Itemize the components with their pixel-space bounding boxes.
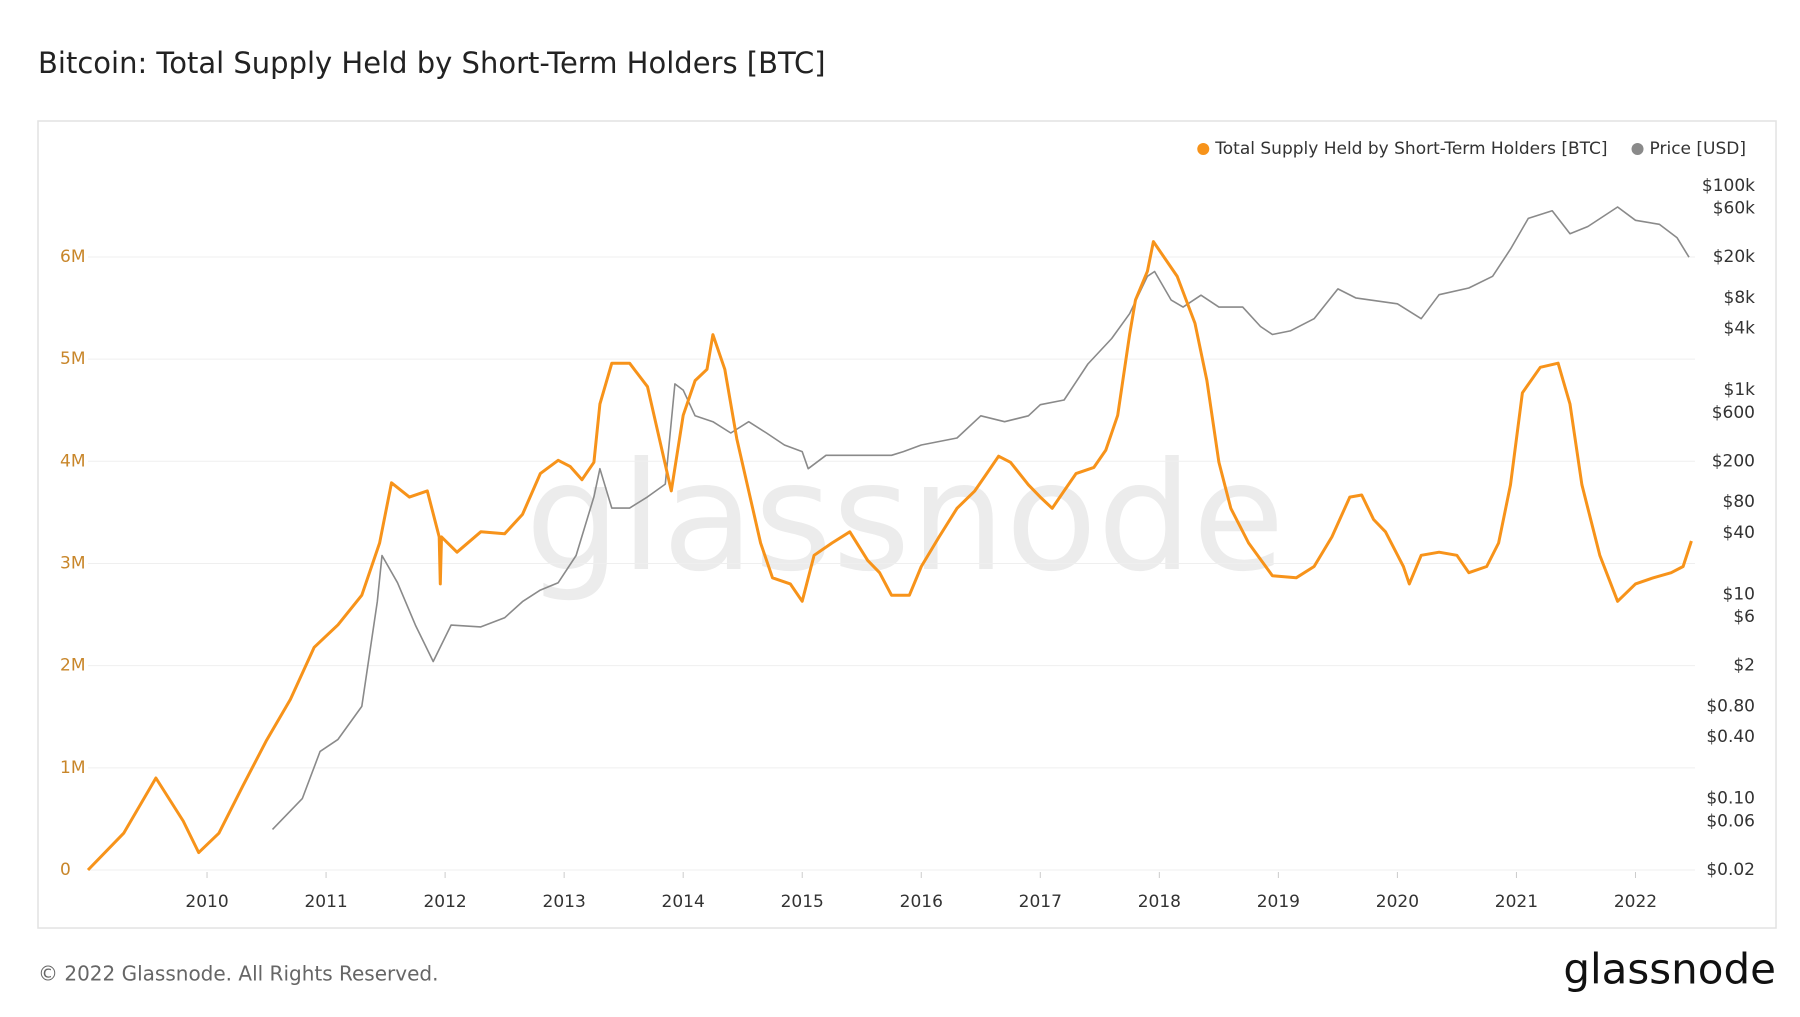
- y2-tick-label: $2: [1733, 656, 1755, 676]
- y-tick-label: 6M: [60, 247, 85, 267]
- y2-tick-label: $600: [1712, 403, 1755, 423]
- x-tick-label: 2017: [1019, 892, 1062, 912]
- x-tick-label: 2021: [1495, 892, 1538, 912]
- y2-tick-label: $100k: [1702, 176, 1755, 196]
- y-tick-label: 2M: [60, 656, 85, 676]
- y2-tick-label: $40: [1723, 523, 1755, 543]
- x-tick-label: 2022: [1614, 892, 1657, 912]
- y2-tick-label: $10: [1723, 584, 1755, 604]
- y2-tick-label: $200: [1712, 451, 1755, 471]
- chart-frame: [37, 120, 1777, 929]
- y2-tick-label: $1k: [1724, 380, 1756, 400]
- x-tick-label: 2019: [1257, 892, 1300, 912]
- y2-tick-label: $4k: [1724, 319, 1756, 339]
- x-tick-label: 2010: [185, 892, 228, 912]
- y-tick-label: 0: [60, 860, 71, 880]
- y2-tick-label: $8k: [1724, 288, 1756, 308]
- watermark: glassnode: [525, 431, 1284, 605]
- legend-marker: [1631, 143, 1644, 155]
- series-line: [271, 206, 1690, 830]
- y2-tick-label: $0.06: [1706, 811, 1755, 831]
- y2-tick-label: $6: [1733, 607, 1755, 627]
- x-tick-label: 2012: [423, 892, 466, 912]
- x-tick-label: 2020: [1376, 892, 1419, 912]
- y2-tick-label: $0.40: [1706, 727, 1755, 747]
- y2-tick-label: $60k: [1713, 199, 1755, 219]
- y-tick-label: 5M: [60, 349, 85, 369]
- x-tick-label: 2014: [662, 892, 705, 912]
- legend-label: Price [USD]: [1650, 139, 1746, 159]
- y-tick-label: 1M: [60, 758, 85, 778]
- y2-tick-label: $0.02: [1706, 860, 1755, 880]
- x-tick-label: 2018: [1138, 892, 1181, 912]
- x-tick-label: 2013: [543, 892, 586, 912]
- x-tick-label: 2016: [900, 892, 943, 912]
- chart-title: Bitcoin: Total Supply Held by Short-Term…: [38, 46, 826, 80]
- y2-tick-label: $0.10: [1706, 789, 1755, 809]
- y2-tick-label: $20k: [1713, 247, 1755, 267]
- y2-tick-label: $80: [1723, 492, 1755, 512]
- logo: glassnode: [1563, 945, 1776, 994]
- legend-label: Total Supply Held by Short-Term Holders …: [1214, 139, 1607, 159]
- copyright: © 2022 Glassnode. All Rights Reserved.: [38, 962, 438, 986]
- y2-tick-label: $0.80: [1706, 696, 1755, 716]
- x-tick-label: 2015: [781, 892, 824, 912]
- y-tick-label: 4M: [60, 451, 85, 471]
- y-tick-label: 3M: [60, 553, 85, 573]
- series-line: [86, 240, 1693, 872]
- legend-marker: [1197, 143, 1210, 155]
- x-tick-label: 2011: [304, 892, 347, 912]
